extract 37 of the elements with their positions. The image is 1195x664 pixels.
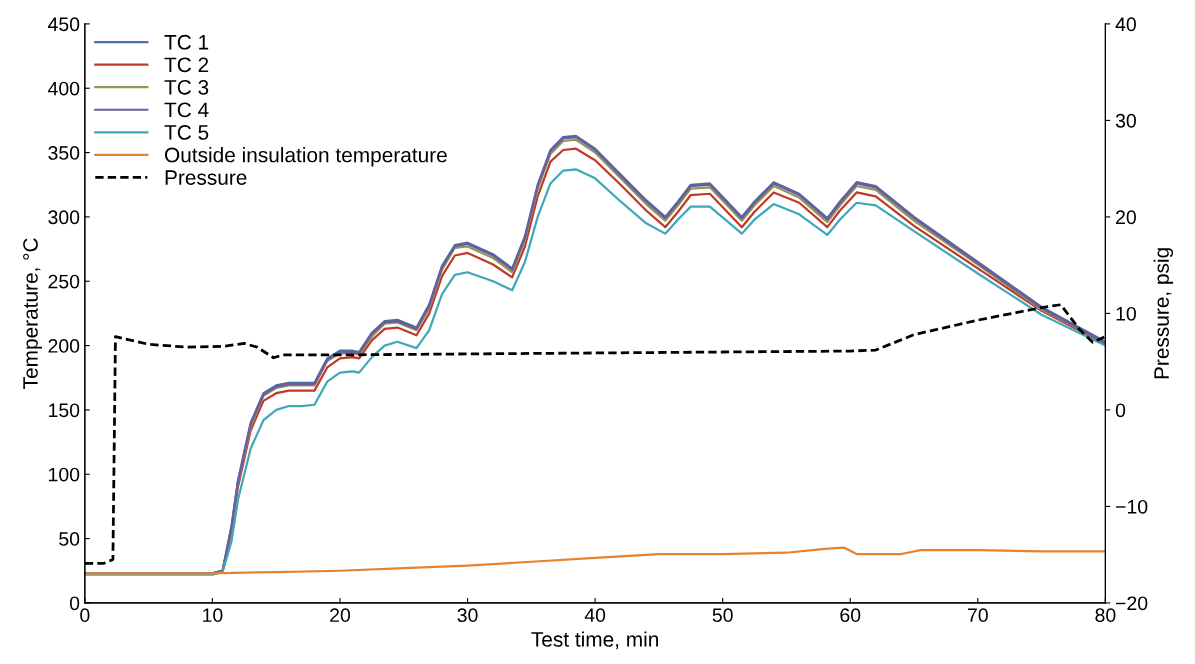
x-tick-label: 0: [80, 608, 90, 623]
y-tick-label: 250: [48, 274, 80, 289]
y-tick-label: 50: [59, 532, 80, 546]
line-series: [84, 546, 1106, 575]
y-tick-label: 200: [48, 339, 80, 353]
legend-label: Pressure: [165, 170, 247, 185]
x-tick-label: 70: [967, 608, 988, 623]
y-tick-label: 400: [47, 81, 80, 96]
x-axis-title: Test time, min: [531, 631, 659, 650]
legend-label: TC 4: [164, 102, 209, 118]
y2-tick-label: −10: [1116, 499, 1148, 514]
y2-tick-label: −20: [1116, 596, 1148, 611]
x-tick-label: 30: [457, 608, 478, 623]
legend-label: TC 2: [164, 57, 209, 73]
legend-label: Outside insulation temperature: [165, 147, 447, 167]
y-tick-label: 350: [48, 146, 80, 160]
x-tick-label: 20: [330, 608, 351, 623]
y2-tick-label: 40: [1115, 17, 1136, 32]
y2-axis-title: Pressure, psig: [1153, 248, 1174, 379]
x-tick-label: 40: [584, 608, 606, 623]
y-tick-label: 300: [48, 210, 80, 225]
x-tick-label: 80: [1095, 608, 1116, 623]
x-tick-label: 50: [712, 608, 733, 623]
y-tick-label: 100: [49, 467, 80, 482]
y-tick-label: 0: [69, 596, 80, 611]
y2-tick-label: 0: [1115, 403, 1126, 418]
legend-label: TC 5: [164, 125, 209, 140]
y2-tick-label: 30: [1115, 113, 1136, 128]
y-axis-title: Temperature, °C: [23, 238, 42, 389]
y2-tick-label: 20: [1116, 210, 1136, 225]
y-tick-label: 450: [47, 17, 80, 32]
x-tick-label: 10: [203, 608, 223, 623]
y-tick-label: 150: [49, 403, 80, 418]
legend-label: TC 3: [164, 79, 209, 95]
y2-tick-label: 10: [1116, 306, 1136, 321]
legend-label: TC 1: [164, 34, 209, 50]
x-tick-label: 60: [840, 608, 861, 623]
